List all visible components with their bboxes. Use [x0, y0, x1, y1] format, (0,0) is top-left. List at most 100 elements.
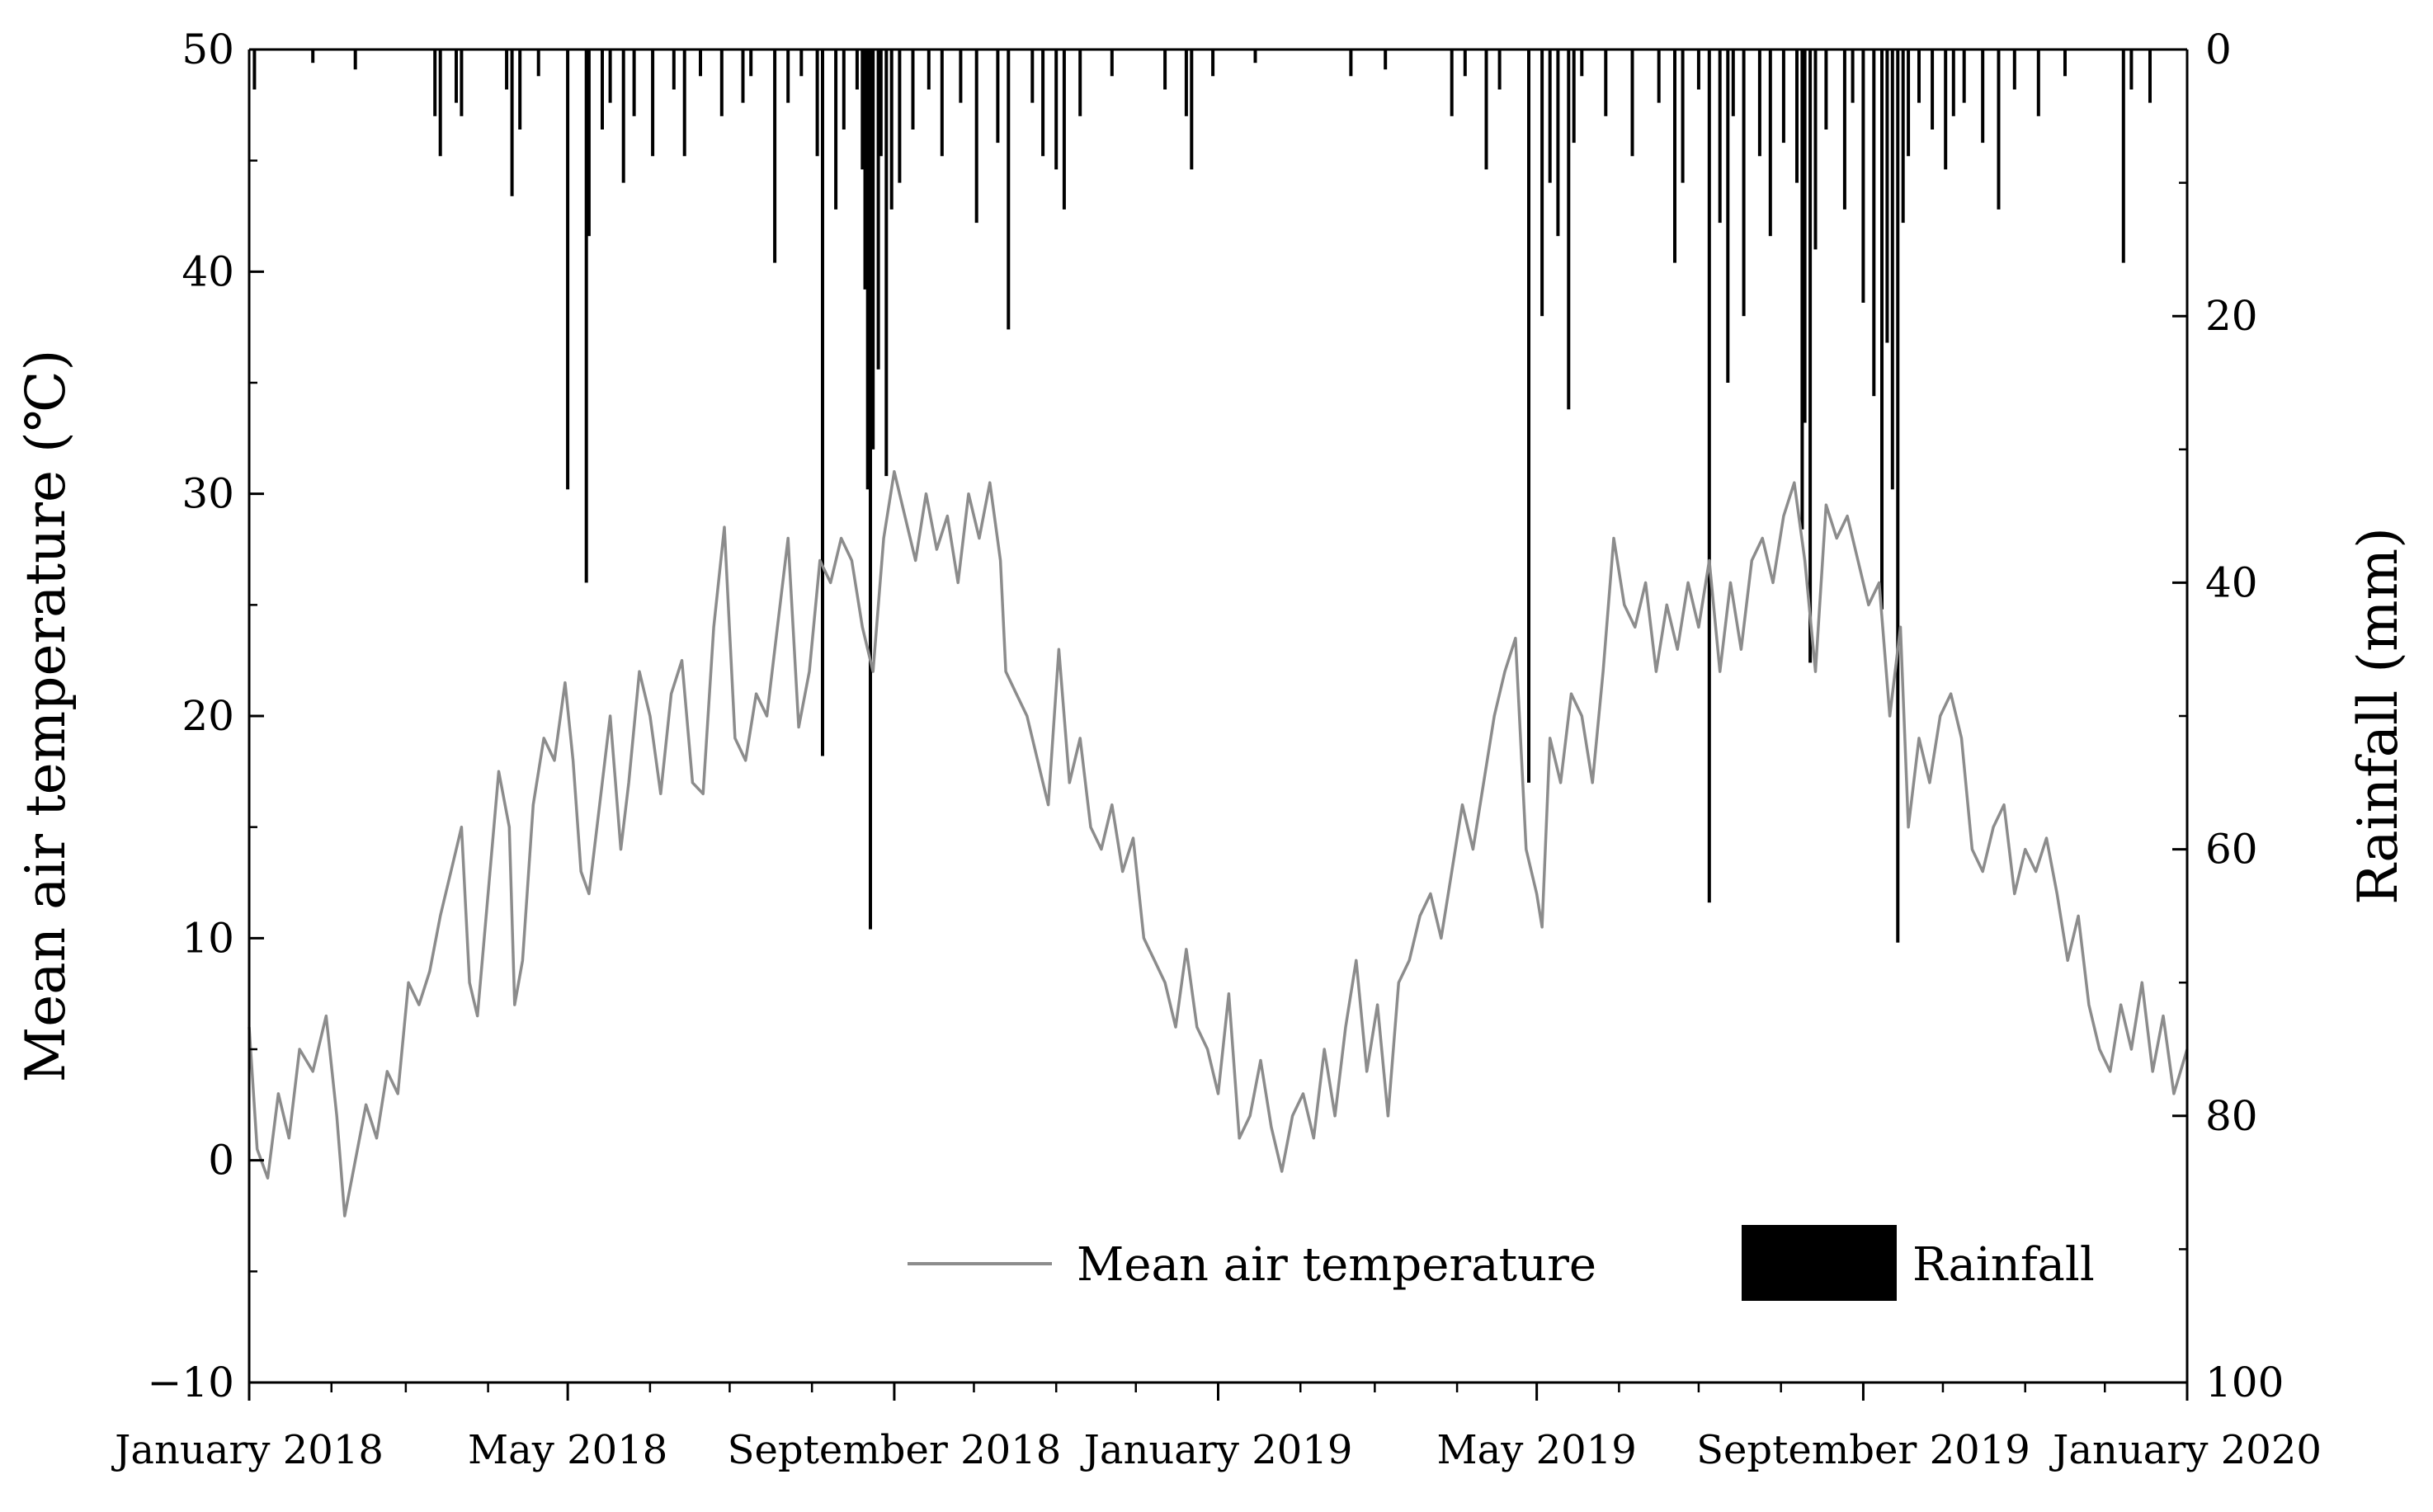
rainfall-bar — [1190, 49, 1194, 170]
rainfall-bar — [438, 49, 442, 157]
rainfall-bar — [608, 49, 612, 103]
rainfall-bar — [876, 49, 880, 370]
rainfall-bar — [927, 49, 931, 90]
rainfall-bar — [1211, 49, 1215, 77]
y-left-ticks: −10 0 10 20 30 40 50 — [147, 26, 264, 1406]
rainfall-bar — [1872, 49, 1876, 397]
y-right-tick-label: 60 — [2205, 826, 2258, 874]
rainfall-bar — [460, 49, 464, 116]
rainfall-bar — [1062, 49, 1066, 210]
x-tick-label: January 2018 — [111, 1427, 384, 1473]
rainfall-bar — [584, 49, 588, 583]
rainfall-bar — [2148, 49, 2152, 103]
rainfall-bar — [773, 49, 777, 263]
rainfall-bar — [353, 49, 357, 70]
x-tick-label: September 2019 — [1696, 1427, 2030, 1473]
y-right-ticks: 0 20 40 60 80 100 — [2172, 26, 2284, 1406]
rainfall-bar — [1931, 49, 1935, 130]
rainfall-bar — [1384, 49, 1388, 70]
rainfall-bar — [799, 49, 804, 77]
rainfall-bar — [587, 49, 591, 237]
rainfall-bar — [1800, 49, 1804, 530]
y-right-axis-title: Rainfall (mm) — [2346, 527, 2410, 905]
rainfall-bar — [1880, 49, 1884, 610]
rainfall-bar — [1707, 49, 1711, 903]
rainfall-bar — [865, 49, 870, 490]
rainfall-bar — [651, 49, 655, 157]
rainfall-bar — [959, 49, 963, 103]
legend-temperature-label: Mean air temperature — [1077, 1238, 1596, 1292]
rainfall-bar — [898, 49, 902, 183]
rainfall-bar — [1163, 49, 1167, 90]
legend-rainfall-swatch — [1742, 1225, 1897, 1301]
rainfall-bar — [749, 49, 753, 77]
rainfall-bar — [510, 49, 514, 196]
legend-rainfall-label: Rainfall — [1912, 1238, 2095, 1292]
y-left-tick-label: 50 — [182, 26, 234, 73]
rainfall-bar — [682, 49, 686, 157]
x-tick-label: May 2019 — [1436, 1427, 1636, 1473]
rainfall-bar — [863, 49, 867, 290]
rainfall-bar — [621, 49, 625, 183]
rainfall-bar — [1962, 49, 1966, 103]
rainfall-bar — [252, 49, 257, 90]
rainfall-bar — [1497, 49, 1502, 90]
y-left-axis-title: Mean air temperature (℃) — [14, 350, 78, 1083]
rainfall-bar — [2012, 49, 2016, 90]
rainfall-bar — [1742, 49, 1746, 317]
rainfall-bar — [1054, 49, 1059, 170]
y-right-tick-label: 20 — [2205, 292, 2258, 340]
rainfall-bar — [1657, 49, 1661, 103]
rainfall-bar — [815, 49, 819, 157]
rainfall-bar — [1901, 49, 1905, 224]
rainfall-bar — [879, 49, 883, 157]
rainfall-bar — [1907, 49, 1911, 157]
rainfall-bar — [311, 49, 315, 64]
rainfall-bar — [1890, 49, 1894, 490]
rainfall-bar — [974, 49, 978, 224]
rainfall-bar — [2036, 49, 2040, 116]
rainfall-bar — [861, 49, 865, 170]
x-tick-label: January 2020 — [2049, 1427, 2322, 1473]
rainfall-bar — [1795, 49, 1799, 183]
rainfall-bar — [632, 49, 636, 116]
rainfall-bar — [566, 49, 570, 490]
y-right-tick-label: 40 — [2205, 558, 2258, 606]
rainfall-bar — [1896, 49, 1900, 943]
rainfall-bar — [719, 49, 724, 116]
rainfall-bar — [672, 49, 676, 90]
rainfall-bar — [834, 49, 838, 210]
rainfall-bar — [1808, 49, 1813, 663]
rainfall-bar — [505, 49, 509, 90]
y-right-tick-label: 80 — [2205, 1092, 2258, 1140]
rainfall-bar — [1681, 49, 1685, 183]
rainfall-bar — [518, 49, 522, 130]
y-left-tick-label: 40 — [182, 247, 234, 295]
rainfall-bar — [884, 49, 889, 477]
x-tick-label: September 2018 — [728, 1427, 1062, 1473]
rainfall-bar — [1917, 49, 1921, 103]
rainfall-bar — [1885, 49, 1889, 343]
rainfall-bar — [1731, 49, 1735, 116]
rainfall-bar — [871, 49, 875, 450]
rainfall-bar — [1851, 49, 1855, 103]
rainfall-bar — [1572, 49, 1576, 144]
rainfall-bar — [1803, 49, 1807, 423]
y-left-tick-label: 10 — [182, 914, 234, 962]
rainfall-bar — [940, 49, 944, 157]
rainfall-bar — [1944, 49, 1948, 170]
rainfall-bar — [842, 49, 846, 130]
temperature-line — [248, 469, 2189, 1218]
rainfall-bar — [1768, 49, 1772, 237]
rainfall-bar — [1726, 49, 1730, 383]
rainfall-bar — [1527, 49, 1530, 783]
rainfall-bar — [1951, 49, 1955, 116]
rainfall-bar — [1484, 49, 1488, 170]
rainfall-bar — [1548, 49, 1552, 183]
rainfall-bar — [1349, 49, 1353, 77]
rainfall-bar — [741, 49, 745, 103]
x-ticks: January 2018 May 2018 September 2018 Januar… — [111, 1382, 2322, 1473]
rainfall-bar — [1824, 49, 1828, 130]
rainfall-bar — [1007, 49, 1011, 330]
